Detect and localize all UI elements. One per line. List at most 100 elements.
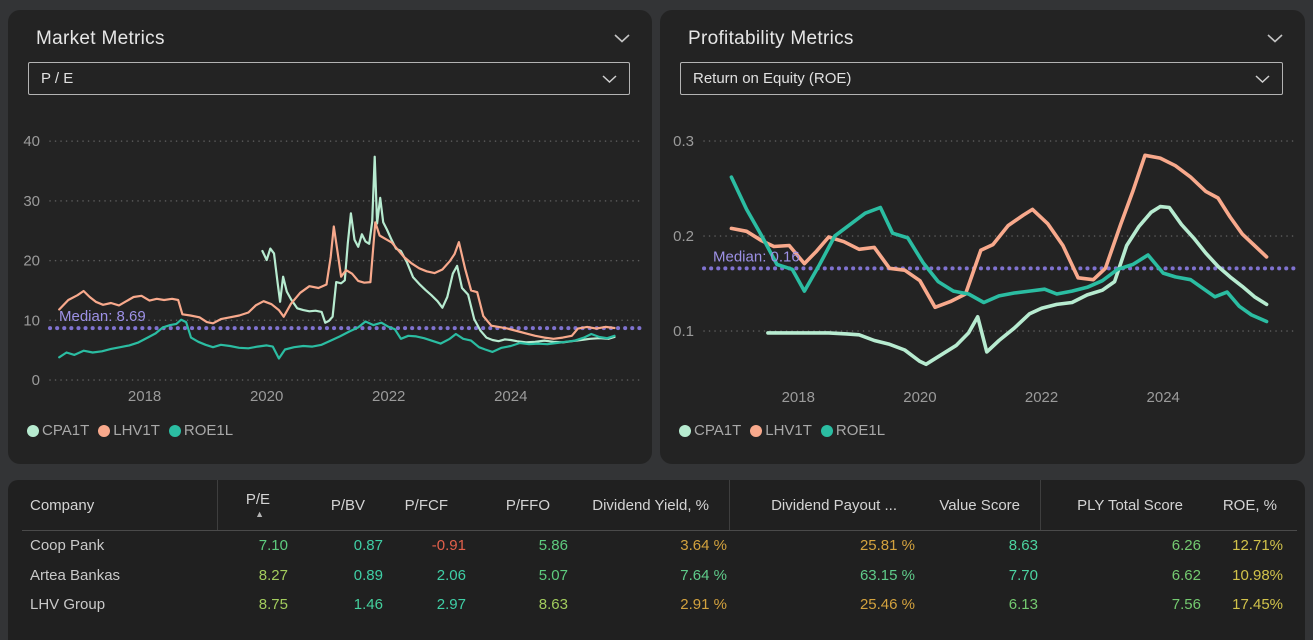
panel-title: Profitability Metrics [688, 28, 854, 49]
column-header-label: Company [30, 496, 95, 514]
legend-dot-icon [98, 424, 111, 437]
value-cell: 12.71% [1232, 537, 1283, 555]
legend-label: CPA1T [42, 422, 90, 439]
column-header-ply-total-score[interactable]: PLY Total Score [1040, 480, 1203, 530]
series-cpa1t [261, 155, 616, 344]
series-lhv1t [58, 221, 616, 340]
legend-label: LHV1T [113, 422, 160, 439]
column-header-dividend-yield[interactable]: Dividend Yield, % [570, 480, 729, 530]
x-tick-label: 2024 [1147, 389, 1180, 406]
legend-label: LHV1T [765, 422, 812, 439]
value-cell: 3.64 % [680, 537, 727, 555]
panel-title: Market Metrics [36, 28, 165, 49]
roe-chart[interactable]: 0.1 0.2 0.3 2018 2020 2022 2024 Median: 0.16 [660, 105, 1305, 455]
value-cell: 7.10 [258, 537, 288, 555]
legend-dot-icon [679, 424, 691, 437]
column-header-label: ROE, % [1222, 496, 1277, 514]
column-header-label: P/FFO [505, 496, 550, 514]
x-tick-label: 2024 [494, 388, 527, 405]
value-cell: 7.56 [1171, 596, 1201, 614]
column-header-p-fcf[interactable]: P/FCF [385, 480, 468, 530]
table-header-row: Company P/E ▲ P/BV P/FCF P/FFO Dividend Yield,… [22, 480, 1297, 531]
legend-item-cpa1t[interactable]: CPA1T [27, 422, 89, 439]
column-header-p-e[interactable]: P/E ▲ [217, 480, 290, 530]
legend-item-roe1l[interactable]: ROE1L [168, 422, 234, 439]
value-cell: 6.26 [1171, 537, 1201, 555]
y-tick-label: 0.1 [673, 323, 694, 340]
x-tick-label: 2018 [782, 389, 815, 406]
column-header-p-ffo[interactable]: P/FFO [468, 480, 570, 530]
value-cell: 5.07 [538, 566, 568, 584]
value-cell: 25.46 % [859, 596, 915, 614]
value-cell: 7.64 % [680, 566, 727, 584]
metric-dropdown[interactable]: Return on Equity (ROE) [680, 62, 1283, 95]
value-cell: 0.89 [353, 566, 383, 584]
series-roe1l [729, 175, 1269, 324]
chevron-down-icon [1255, 74, 1270, 83]
column-header-p-bv[interactable]: P/BV [290, 480, 385, 530]
legend-item-lhv1t[interactable]: LHV1T [98, 422, 160, 439]
legend-label: ROE1L [835, 422, 886, 439]
column-header-roe[interactable]: ROE, % [1203, 480, 1297, 530]
column-header-label: Dividend Payout ... [771, 496, 897, 514]
column-header-label: PLY Total Score [1077, 496, 1183, 514]
value-cell: 6.62 [1171, 566, 1201, 584]
x-tick-label: 2018 [128, 388, 161, 405]
chevron-down-icon [1267, 34, 1283, 43]
value-cell: 2.06 [436, 566, 466, 584]
profitability-metrics-panel: Profitability Metrics Return on Equity (… [660, 10, 1305, 464]
table-row[interactable]: LHV Group 8.75 1.46 2.97 8.63 2.91 % 25.46 % 6.… [22, 590, 1297, 620]
company-cell: Coop Pank [30, 537, 105, 555]
metric-dropdown[interactable]: P / E [28, 62, 630, 95]
column-header-label: P/FCF [404, 496, 448, 514]
sort-ascending-icon: ▲ [255, 509, 264, 519]
value-cell: 63.15 % [859, 566, 915, 584]
y-tick-label: 0.2 [673, 228, 694, 245]
pe-chart[interactable]: 0 10 20 30 40 2018 2020 2022 2024 Median: 8.69 [8, 105, 652, 455]
table-row[interactable]: Artea Bankas 8.27 0.89 2.06 5.07 7.64 % 63.15 … [22, 561, 1297, 591]
value-cell: 10.98% [1232, 566, 1283, 584]
metrics-table-panel: Company P/E ▲ P/BV P/FCF P/FFO Dividend Yield,… [8, 480, 1305, 640]
y-tick-label: 30 [23, 193, 40, 210]
y-tick-label: 40 [23, 133, 40, 150]
column-header-label: P/E [245, 491, 270, 508]
column-header-company[interactable]: Company [22, 480, 217, 530]
x-tick-label: 2020 [250, 388, 283, 405]
legend-dot-icon [27, 424, 39, 437]
table-row[interactable]: Coop Pank 7.10 0.87 -0.91 5.86 3.64 % 25.81 % 8… [22, 531, 1297, 561]
legend-item-roe1l[interactable]: ROE1L [820, 422, 886, 439]
value-cell: 0.87 [353, 537, 383, 555]
legend-label: ROE1L [183, 422, 234, 439]
series-lhv1t [729, 153, 1269, 310]
chevron-down-icon [602, 74, 617, 83]
market-metrics-panel: Market Metrics P / E 0 10 20 30 40 2018 2020 20… [8, 10, 652, 464]
value-cell: 8.63 [1008, 537, 1038, 555]
legend-dot-icon [820, 424, 833, 437]
y-tick-label: 0.3 [673, 133, 694, 150]
y-tick-label: 20 [23, 253, 40, 270]
value-cell: 17.45% [1232, 596, 1283, 614]
x-tick-label: 2022 [1025, 389, 1058, 406]
x-tick-label: 2022 [372, 388, 405, 405]
chart-legend: CPA1T LHV1T ROE1L [27, 422, 233, 439]
value-cell: 6.13 [1008, 596, 1038, 614]
column-header-value-score[interactable]: Value Score [917, 480, 1040, 530]
column-header-dividend-payout[interactable]: Dividend Payout ... [729, 480, 917, 530]
value-cell: 2.97 [436, 596, 466, 614]
metric-dropdown-value: Return on Equity (ROE) [693, 70, 852, 87]
legend-item-cpa1t[interactable]: CPA1T [679, 422, 741, 439]
legend-item-lhv1t[interactable]: LHV1T [750, 422, 812, 439]
series-cpa1t [766, 204, 1269, 367]
company-cell: LHV Group [30, 596, 106, 614]
x-tick-label: 2020 [903, 389, 936, 406]
panel-collapse-button[interactable] [1267, 34, 1283, 43]
legend-dot-icon [750, 424, 763, 437]
legend-label: CPA1T [694, 422, 742, 439]
median-label: Median: 0.16 [713, 248, 800, 265]
chart-legend: CPA1T LHV1T ROE1L [679, 422, 885, 439]
panel-collapse-button[interactable] [614, 34, 630, 43]
column-header-label: P/BV [330, 496, 365, 514]
value-cell: 5.86 [538, 537, 568, 555]
table-body: Coop Pank 7.10 0.87 -0.91 5.86 3.64 % 25.81 % 8… [8, 531, 1305, 620]
value-cell: 8.63 [538, 596, 568, 614]
